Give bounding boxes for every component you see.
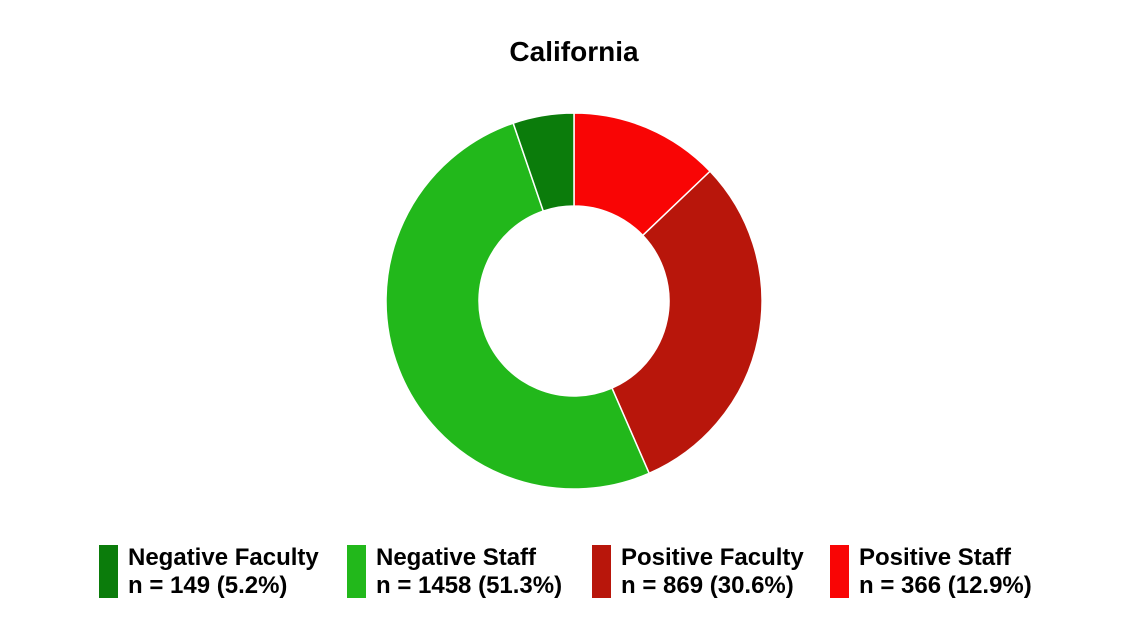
legend-count-negative-staff: n = 1458 (51.3%) [376, 572, 563, 599]
donut-slice-negative-faculty [512, 112, 575, 213]
legend-swatch-positive-staff [830, 545, 849, 598]
legend-count-positive-faculty: n = 869 (30.6%) [621, 572, 794, 599]
legend-label-positive-faculty: Positive Faculty [621, 544, 804, 571]
legend-label-negative-faculty: Negative Faculty [128, 544, 319, 571]
legend-count-negative-faculty: n = 149 (5.2%) [128, 572, 288, 599]
donut-slice-negative-staff [385, 122, 651, 490]
legend-swatch-negative-faculty [99, 545, 118, 598]
legend-swatch-positive-faculty [592, 545, 611, 598]
donut-slice-positive-faculty [610, 170, 763, 475]
legend-label-positive-staff: Positive Staff [859, 544, 1012, 571]
chart-title: California [509, 36, 639, 67]
legend-count-positive-staff: n = 366 (12.9%) [859, 572, 1032, 599]
legend-label-negative-staff: Negative Staff [376, 544, 537, 571]
legend-swatch-negative-staff [347, 545, 366, 598]
